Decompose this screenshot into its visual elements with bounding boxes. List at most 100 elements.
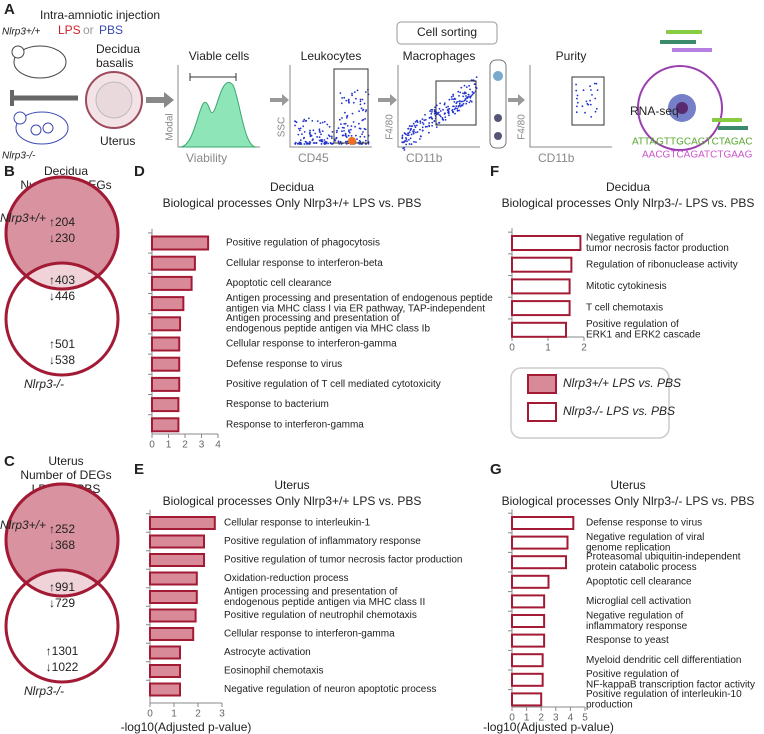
bar xyxy=(511,692,543,707)
category-label: endogenous peptide antigen via MHC class… xyxy=(226,324,430,335)
event-dot xyxy=(334,139,337,142)
plot-axes xyxy=(529,65,612,148)
event-dot xyxy=(576,105,578,108)
event-dot xyxy=(340,123,342,125)
category-label: ERK1 and ERK2 cascade xyxy=(586,330,701,341)
x-tick-label: 5 xyxy=(582,713,588,724)
category-label: protein catabolic process xyxy=(586,562,697,573)
event-dot xyxy=(330,137,333,140)
event-dot xyxy=(444,119,447,121)
bar xyxy=(149,608,197,623)
deg-count: ↓230 xyxy=(49,231,75,245)
category-label: Defense response to virus xyxy=(586,518,702,529)
event-dot xyxy=(344,111,346,114)
event-dot xyxy=(447,110,450,113)
event-dot xyxy=(419,122,422,124)
pbs-label: PBS xyxy=(99,23,123,37)
deg-count: ↑1301 xyxy=(46,644,79,658)
event-dot xyxy=(458,104,461,106)
event-dot xyxy=(454,112,456,115)
event-dot xyxy=(323,139,326,141)
x-tick-label: 0 xyxy=(509,343,515,354)
bar xyxy=(149,534,205,549)
event-dot xyxy=(351,92,353,95)
event-dot xyxy=(462,102,465,105)
bar xyxy=(149,645,181,660)
event-dot xyxy=(443,103,446,106)
read xyxy=(672,48,712,52)
event-dot xyxy=(341,130,343,133)
panel-label: F xyxy=(490,163,499,180)
event-dot xyxy=(590,116,593,118)
category-label: Antigen processing and presentation of e… xyxy=(226,293,493,304)
mouse-wt xyxy=(13,45,67,79)
event-dot xyxy=(463,99,466,102)
category-label: inflammatory response xyxy=(586,621,688,632)
event-dot xyxy=(463,84,466,87)
venn-top-edge xyxy=(4,175,120,291)
event-dot xyxy=(318,136,321,139)
chart-title: Decidua xyxy=(606,180,650,194)
event-dot xyxy=(401,134,404,137)
event-dot xyxy=(595,82,598,85)
bar xyxy=(511,633,546,648)
deg-count: ↓538 xyxy=(49,353,75,367)
venn-genotype: Nlrp3-/- xyxy=(24,377,64,391)
event-dot xyxy=(343,123,346,125)
category-label: production xyxy=(586,699,633,710)
category-label: Microglial cell activation xyxy=(586,596,691,607)
category-label: Positive regulation of xyxy=(586,319,679,330)
event-dot xyxy=(320,140,323,143)
event-dot xyxy=(424,119,427,121)
event-dot xyxy=(408,131,411,134)
x-tick-label: 0 xyxy=(149,440,155,451)
x-tick-label: 1 xyxy=(166,440,172,451)
tube-drop xyxy=(494,132,502,140)
event-dot xyxy=(352,101,355,104)
deg-count: ↓729 xyxy=(49,596,75,610)
event-dot xyxy=(338,118,341,121)
event-dot xyxy=(340,143,343,145)
venn-bottom xyxy=(4,261,120,377)
event-dot xyxy=(358,140,361,142)
event-dot xyxy=(335,131,338,134)
event-dot xyxy=(442,118,444,121)
category-label: Myeloid dendritic cell differentiation xyxy=(586,655,741,666)
bar xyxy=(149,682,181,697)
event-dot xyxy=(311,120,314,122)
gate xyxy=(435,80,477,126)
category-label: genome replication xyxy=(586,542,671,553)
event-dot xyxy=(443,102,446,104)
event-dot xyxy=(421,118,424,120)
event-dot xyxy=(591,94,593,96)
plot-ylabel: F4/80 xyxy=(517,114,528,140)
event-dot xyxy=(315,142,318,144)
event-dot xyxy=(465,86,468,88)
event-dot xyxy=(363,135,366,138)
category-label: Positive regulation of tumor necrosis fa… xyxy=(224,555,462,566)
event-dot xyxy=(585,100,588,103)
x-tick-label: 3 xyxy=(553,713,559,724)
event-dot xyxy=(462,95,465,98)
event-dot xyxy=(466,100,468,103)
event-dot xyxy=(451,98,453,101)
chart-title: Uterus xyxy=(274,478,309,492)
event-dot xyxy=(302,120,305,123)
event-dot xyxy=(469,88,471,91)
legend-label: Nlrp3+/+ LPS vs. PBS xyxy=(563,376,681,390)
venn-title: Number of DEGs xyxy=(20,468,111,482)
sequence: AACGTCAGATCTGAAG xyxy=(642,150,753,161)
event-dot xyxy=(581,105,584,108)
event-dot xyxy=(358,127,361,130)
bar xyxy=(511,614,546,628)
event-dot xyxy=(456,107,459,110)
event-dot xyxy=(416,131,419,133)
event-dot xyxy=(442,108,444,111)
event-dot xyxy=(336,129,338,132)
event-dot xyxy=(294,142,296,145)
category-label: Negative regulation of xyxy=(586,232,684,243)
event-dot xyxy=(337,127,340,130)
panel-label: A xyxy=(4,1,15,18)
event-dot xyxy=(348,101,350,103)
